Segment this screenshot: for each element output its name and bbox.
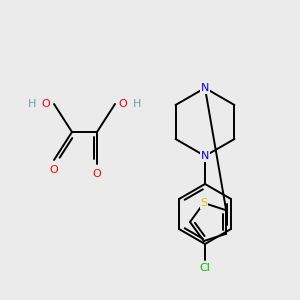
Text: N: N <box>201 151 209 161</box>
Text: O: O <box>42 99 50 109</box>
Text: H: H <box>133 99 141 109</box>
Text: Cl: Cl <box>200 263 210 273</box>
Text: O: O <box>93 169 101 179</box>
Text: N: N <box>201 83 209 93</box>
Text: O: O <box>50 165 58 175</box>
Text: S: S <box>200 198 207 208</box>
Text: H: H <box>28 99 36 109</box>
Text: O: O <box>118 99 127 109</box>
